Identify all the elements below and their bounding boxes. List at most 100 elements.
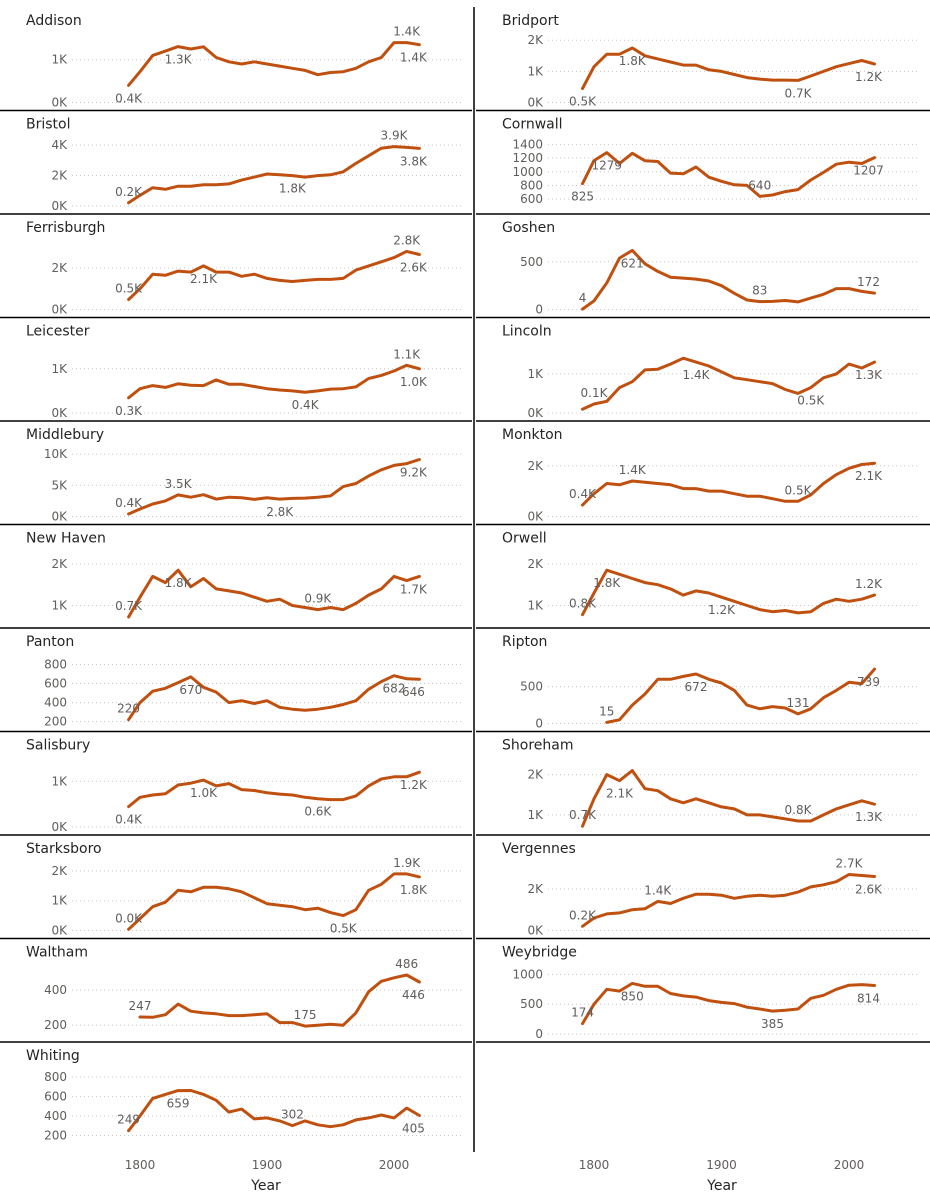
y-tick-label: 1000 — [512, 165, 543, 179]
y-tick-label: 2K — [51, 864, 68, 878]
y-tick-label: 0K — [51, 199, 68, 213]
series-line-panton — [127, 674, 421, 722]
data-label: 0.1K — [581, 386, 609, 400]
y-tick-label: 1K — [527, 64, 544, 78]
y-tick-label: 0K — [51, 96, 68, 110]
data-label: 0.8K — [569, 597, 597, 611]
y-tick-label: 2K — [527, 459, 544, 473]
y-tick-label: 0K — [51, 924, 68, 938]
panel-middlebury: Middlebury 0K 5K 10K 0.4K 3.5K 2.8K 9.2K — [26, 427, 462, 524]
series-line-lincoln — [581, 356, 876, 411]
data-label: 0.3K — [115, 404, 143, 418]
data-label: 3.9K — [381, 129, 409, 143]
y-tick-label: 500 — [520, 255, 543, 269]
y-tick-label: 500 — [520, 997, 543, 1011]
y-tick-label: 2K — [51, 557, 68, 571]
panels-group: Addison 0K 1K 0.4K 1.3K 1.4K 1.4K Bridport 0K 1K 2… — [26, 13, 920, 1143]
y-tick-label: 5K — [51, 478, 68, 492]
panel-title: Starksboro — [26, 841, 102, 857]
y-tick-label: 0 — [535, 717, 543, 731]
y-tick-label: 1200 — [512, 151, 543, 165]
data-label: 670 — [179, 683, 202, 697]
panel-bridport: Bridport 0K 1K 2K 0.5K 1.8K 0.7K 1.2K — [502, 13, 920, 110]
y-tick-label: 400 — [44, 1109, 67, 1123]
panel-title: Ripton — [502, 634, 547, 650]
data-label: 1.8K — [165, 576, 193, 590]
x-axis-title: Year — [706, 1178, 737, 1194]
data-label: 0.4K — [115, 91, 143, 105]
data-label: 1207 — [853, 164, 884, 178]
series-line-salisbury — [127, 770, 421, 809]
data-label: 1.4K — [619, 463, 647, 477]
data-label: 0.4K — [115, 496, 143, 510]
panel-separators — [0, 7, 930, 1152]
y-tick-label: 4K — [51, 138, 68, 152]
data-label: 172 — [857, 275, 880, 289]
panel-title: Middlebury — [26, 427, 104, 443]
data-label: 1.3K — [165, 53, 193, 67]
series-line-vergennes — [581, 873, 876, 928]
data-label: 814 — [857, 992, 880, 1006]
data-label: 0.4K — [569, 487, 597, 501]
panel-title: Leicester — [26, 324, 90, 340]
y-tick-label: 10K — [44, 447, 68, 461]
data-label: 2.6K — [400, 260, 428, 274]
panel-lincoln: Lincoln 0K 1K 0.1K 1.4K 0.5K 1.3K — [502, 324, 920, 420]
x-tick-label: 1800 — [579, 1158, 610, 1172]
data-label: 825 — [571, 190, 594, 204]
y-tick-label: 1K — [527, 808, 544, 822]
data-label: 0.2K — [569, 908, 597, 922]
data-label: 1.4K — [393, 25, 421, 39]
panel-new-haven: New Haven 1K 2K 0.7K 1.8K 0.9K 1.7K — [26, 531, 462, 619]
y-tick-label: 500 — [520, 680, 543, 694]
data-label: 1.2K — [855, 577, 883, 591]
panel-salisbury: Salisbury 0K 1K 0.4K 1.0K 0.6K 1.2K — [26, 738, 462, 834]
y-tick-label: 2K — [527, 557, 544, 571]
panel-starksboro: Starksboro 0K 1K 2K 0.0K 0.5K 1.9K 1.8K — [26, 841, 462, 938]
panel-addison: Addison 0K 1K 0.4K 1.3K 1.4K 1.4K — [26, 13, 462, 110]
series-line-addison — [127, 41, 421, 87]
x-tick-label: 2000 — [379, 1158, 410, 1172]
data-label: 83 — [752, 284, 767, 298]
data-label: 0.0K — [115, 911, 143, 925]
data-label: 486 — [395, 957, 418, 971]
y-tick-label: 0K — [527, 406, 544, 420]
data-label: 405 — [402, 1121, 425, 1135]
data-label: 1.2K — [400, 778, 428, 792]
data-label: 1.2K — [855, 70, 883, 84]
data-label: 0.4K — [115, 813, 143, 827]
series-line-leicester — [127, 363, 421, 400]
y-tick-label: 1K — [51, 774, 68, 788]
y-tick-label: 600 — [44, 677, 67, 691]
y-tick-label: 200 — [44, 715, 67, 729]
data-label: 1.7K — [400, 582, 428, 596]
y-tick-label: 0K — [51, 406, 68, 420]
x-tick-label: 2000 — [834, 1158, 865, 1172]
y-tick-label: 800 — [44, 1070, 67, 1084]
data-label: 2.1K — [855, 469, 883, 483]
data-label: 15 — [599, 704, 614, 718]
series-line-ferrisburgh — [127, 249, 421, 301]
y-tick-label: 2K — [527, 33, 544, 47]
data-label: 0.5K — [115, 282, 143, 296]
panel-title: Goshen — [502, 220, 555, 236]
series-line-shoreham — [581, 769, 876, 828]
series-line-cornwall — [581, 151, 876, 198]
y-tick-label: 600 — [44, 1089, 67, 1103]
panel-waltham: Waltham 200 400 247 175 486 446 — [26, 945, 462, 1032]
y-tick-label: 800 — [520, 178, 543, 192]
data-label: 174 — [571, 1006, 594, 1020]
y-tick-label: 0K — [51, 820, 68, 834]
series-line-whiting — [127, 1089, 421, 1133]
y-tick-label: 2K — [51, 261, 68, 275]
data-label: 2.1K — [606, 787, 634, 801]
y-tick-label: 0K — [51, 303, 68, 317]
series-line-middlebury — [127, 458, 421, 516]
series-line-waltham — [138, 973, 421, 1028]
data-label: 1.0K — [400, 375, 428, 389]
data-label: 2.8K — [393, 233, 421, 247]
data-label: 1.4K — [683, 368, 711, 382]
data-label: 1.8K — [279, 182, 307, 196]
